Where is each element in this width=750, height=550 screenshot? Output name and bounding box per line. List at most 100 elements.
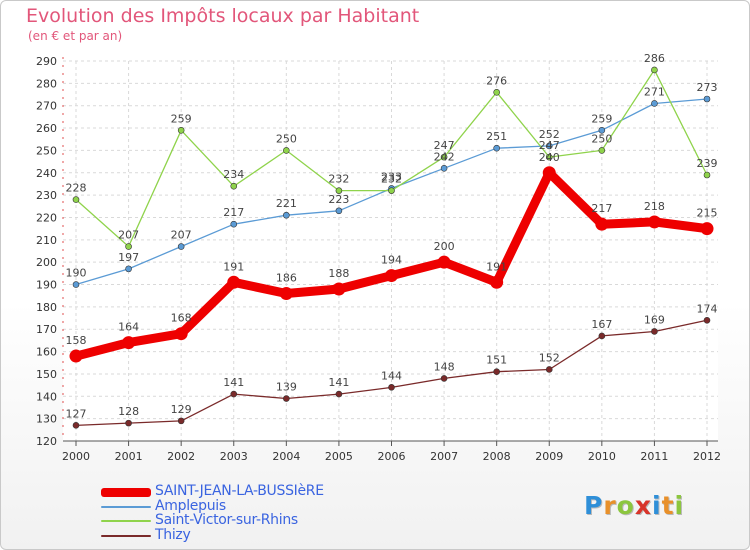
x-tick-label: 2009 [535, 450, 563, 463]
logo-letter: o [616, 491, 635, 520]
x-tick-label: 2011 [640, 450, 668, 463]
data-point-thizy [598, 332, 606, 340]
data-point-amplepuis [283, 211, 290, 219]
data-point-saint-victor-sur-rhins [598, 147, 606, 154]
data-label-thizy: 129 [171, 403, 192, 416]
data-point-amplepuis [335, 207, 343, 215]
data-label-saint-victor-sur-rhins: 232 [328, 173, 349, 186]
data-point-saint-victor-sur-rhins [283, 147, 290, 154]
y-tick-label: 140 [36, 390, 57, 403]
legend-swatch [101, 534, 151, 537]
data-point-saint-victor-sur-rhins [440, 153, 448, 161]
y-tick-label: 270 [36, 100, 57, 113]
y-tick-label: 200 [36, 256, 57, 269]
data-point-saint-jean-la-bussi-re [122, 336, 136, 350]
legend-swatch [101, 487, 151, 497]
data-label-amplepuis: 252 [539, 128, 560, 141]
data-label-saint-jean-la-bussi-re: 218 [644, 200, 665, 213]
data-label-thizy: 127 [66, 407, 87, 420]
data-label-thizy: 128 [118, 405, 139, 418]
data-label-saint-victor-sur-rhins: 250 [276, 132, 297, 145]
data-point-saint-jean-la-bussi-re [490, 275, 504, 289]
y-tick-label: 170 [36, 323, 57, 336]
data-label-amplepuis: 242 [434, 150, 455, 163]
data-point-thizy [283, 395, 290, 402]
data-point-saint-jean-la-bussi-re [227, 275, 241, 289]
proxiti-logo: Proxiti [584, 491, 684, 520]
data-label-saint-jean-la-bussi-re: 164 [118, 321, 139, 334]
x-tick-label: 2012 [693, 450, 721, 463]
data-label-saint-jean-la-bussi-re: 240 [539, 151, 560, 164]
data-point-thizy [493, 368, 500, 376]
plot-area [63, 61, 718, 441]
x-tick-label: 2006 [378, 450, 406, 463]
data-label-amplepuis: 217 [223, 206, 244, 219]
x-tick-label: 2004 [272, 450, 300, 463]
y-tick-label: 190 [36, 279, 57, 292]
y-tick-label: 240 [36, 167, 57, 180]
data-point-thizy [703, 316, 711, 324]
y-tick-label: 130 [36, 413, 57, 426]
x-tick-label: 2002 [167, 450, 195, 463]
data-point-saint-jean-la-bussi-re [595, 217, 609, 231]
data-label-thizy: 167 [591, 318, 612, 331]
logo-letter: r [603, 491, 617, 520]
data-point-amplepuis [177, 243, 185, 250]
data-point-amplepuis [545, 142, 553, 150]
data-point-thizy [72, 422, 80, 429]
data-point-saint-victor-sur-rhins [177, 126, 185, 134]
data-label-amplepuis: 223 [328, 193, 349, 206]
logo-letter: P [584, 491, 604, 520]
data-label-saint-jean-la-bussi-re: 215 [697, 207, 718, 220]
data-label-amplepuis: 233 [381, 170, 402, 183]
data-point-saint-victor-sur-rhins [703, 171, 711, 179]
y-tick-label: 210 [36, 234, 57, 247]
y-tick-label: 260 [36, 122, 57, 135]
data-point-saint-jean-la-bussi-re [174, 327, 188, 341]
data-point-saint-jean-la-bussi-re [437, 255, 451, 269]
data-label-amplepuis: 190 [66, 267, 87, 280]
data-point-amplepuis [703, 95, 711, 103]
data-point-thizy [651, 328, 658, 335]
data-point-saint-victor-sur-rhins [493, 88, 500, 96]
data-label-saint-victor-sur-rhins: 234 [223, 168, 244, 181]
x-tick-label: 2000 [62, 450, 90, 463]
data-point-saint-victor-sur-rhins [335, 187, 343, 194]
data-point-thizy [440, 375, 448, 382]
x-tick-label: 2001 [115, 450, 143, 463]
data-label-saint-jean-la-bussi-re: 194 [381, 254, 402, 267]
legend-label: Amplepuis [155, 497, 226, 514]
data-point-thizy [125, 419, 132, 427]
data-label-amplepuis: 221 [276, 197, 297, 210]
data-label-amplepuis: 197 [118, 251, 139, 264]
data-label-saint-jean-la-bussi-re: 200 [434, 240, 455, 253]
data-label-saint-victor-sur-rhins: 276 [486, 74, 507, 87]
data-label-saint-jean-la-bussi-re: 158 [66, 334, 87, 347]
data-point-saint-victor-sur-rhins [545, 153, 553, 161]
legend-label: Saint-Victor-sur-Rhins [155, 512, 298, 528]
data-point-amplepuis [598, 126, 606, 134]
data-label-saint-jean-la-bussi-re: 188 [328, 267, 349, 280]
data-point-amplepuis [72, 281, 80, 288]
logo-letter: x [634, 491, 652, 520]
data-point-saint-jean-la-bussi-re [385, 269, 398, 283]
data-label-saint-jean-la-bussi-re: 168 [171, 312, 192, 325]
data-point-saint-victor-sur-rhins [230, 182, 238, 190]
y-tick-label: 280 [36, 77, 57, 90]
y-tick-label: 180 [36, 301, 57, 314]
x-tick-label: 2010 [588, 450, 616, 463]
data-labels-layer: 190 197 207 217 221 223 233 242 251 252 259 271 273 2… [66, 52, 718, 420]
data-point-amplepuis [440, 164, 448, 172]
logo-letter: t [661, 491, 675, 520]
data-label-thizy: 141 [328, 376, 349, 389]
logo-letter: i [652, 491, 662, 520]
data-point-saint-jean-la-bussi-re [647, 215, 661, 229]
data-label-saint-victor-sur-rhins: 247 [434, 139, 455, 152]
data-point-thizy [545, 366, 553, 373]
data-label-saint-jean-la-bussi-re: 186 [276, 271, 297, 284]
data-label-thizy: 151 [486, 354, 507, 367]
data-label-amplepuis: 273 [697, 81, 718, 94]
y-tick-label: 250 [36, 144, 57, 157]
axes: 1201301401501601701801902002102202302402… [36, 55, 721, 463]
